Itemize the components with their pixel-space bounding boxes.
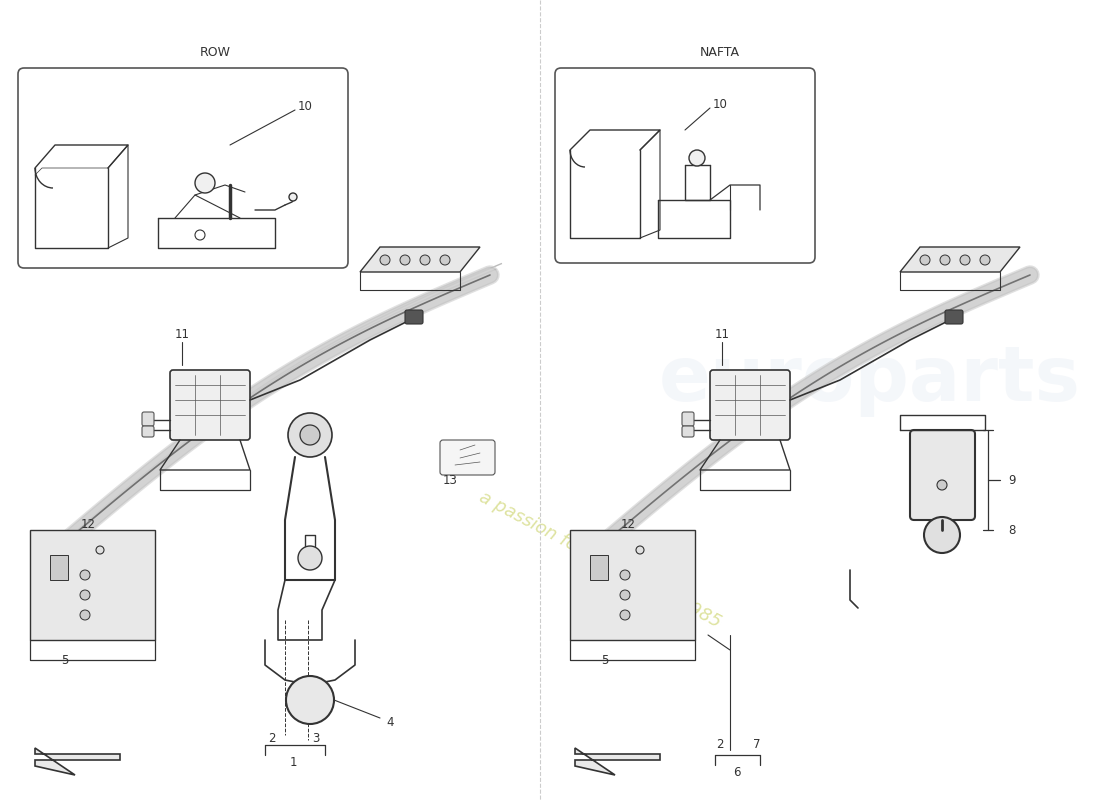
FancyBboxPatch shape [682,426,694,437]
Polygon shape [35,748,120,775]
Text: 12: 12 [620,518,636,531]
Circle shape [195,173,214,193]
FancyBboxPatch shape [710,370,790,440]
Circle shape [420,255,430,265]
Circle shape [80,610,90,620]
Circle shape [960,255,970,265]
Circle shape [920,255,929,265]
Text: 3: 3 [312,731,320,745]
Text: 12: 12 [80,518,96,531]
Text: 11: 11 [175,329,189,342]
Circle shape [80,590,90,600]
FancyBboxPatch shape [440,440,495,475]
Text: 10: 10 [713,98,727,111]
Circle shape [636,546,644,554]
Text: 1: 1 [289,755,297,769]
Polygon shape [570,530,695,640]
Text: a passion for Parts since 1985: a passion for Parts since 1985 [476,488,724,632]
Circle shape [289,193,297,201]
Circle shape [286,676,334,724]
Text: 4: 4 [386,715,394,729]
FancyBboxPatch shape [682,412,694,426]
Text: 2: 2 [268,731,276,745]
Text: 8: 8 [1008,523,1015,537]
Circle shape [620,610,630,620]
FancyBboxPatch shape [945,310,962,324]
Text: 2: 2 [716,738,724,751]
Circle shape [379,255,390,265]
Text: 13: 13 [442,474,458,486]
Bar [590,555,608,580]
FancyBboxPatch shape [142,412,154,426]
Bar [50,555,68,580]
Text: 9: 9 [1008,474,1015,486]
Circle shape [924,517,960,553]
Circle shape [96,546,104,554]
Circle shape [400,255,410,265]
Text: europarts: europarts [659,343,1081,417]
Circle shape [620,570,630,580]
Circle shape [937,480,947,490]
FancyBboxPatch shape [142,426,154,437]
Text: NAFTA: NAFTA [700,46,740,58]
Polygon shape [900,247,1020,272]
Polygon shape [360,247,480,272]
Polygon shape [30,530,155,640]
FancyBboxPatch shape [910,430,975,520]
Circle shape [940,255,950,265]
Text: 5: 5 [62,654,68,666]
Polygon shape [575,748,660,775]
Circle shape [288,413,332,457]
Circle shape [620,590,630,600]
Text: 7: 7 [754,738,761,751]
Circle shape [298,546,322,570]
Circle shape [300,425,320,445]
Circle shape [80,570,90,580]
Text: 6: 6 [734,766,740,778]
Circle shape [980,255,990,265]
Text: 5: 5 [602,654,608,666]
FancyBboxPatch shape [170,370,250,440]
Text: 11: 11 [715,329,729,342]
Circle shape [440,255,450,265]
Circle shape [689,150,705,166]
FancyBboxPatch shape [405,310,424,324]
Text: ROW: ROW [199,46,231,58]
Text: 10: 10 [298,101,312,114]
